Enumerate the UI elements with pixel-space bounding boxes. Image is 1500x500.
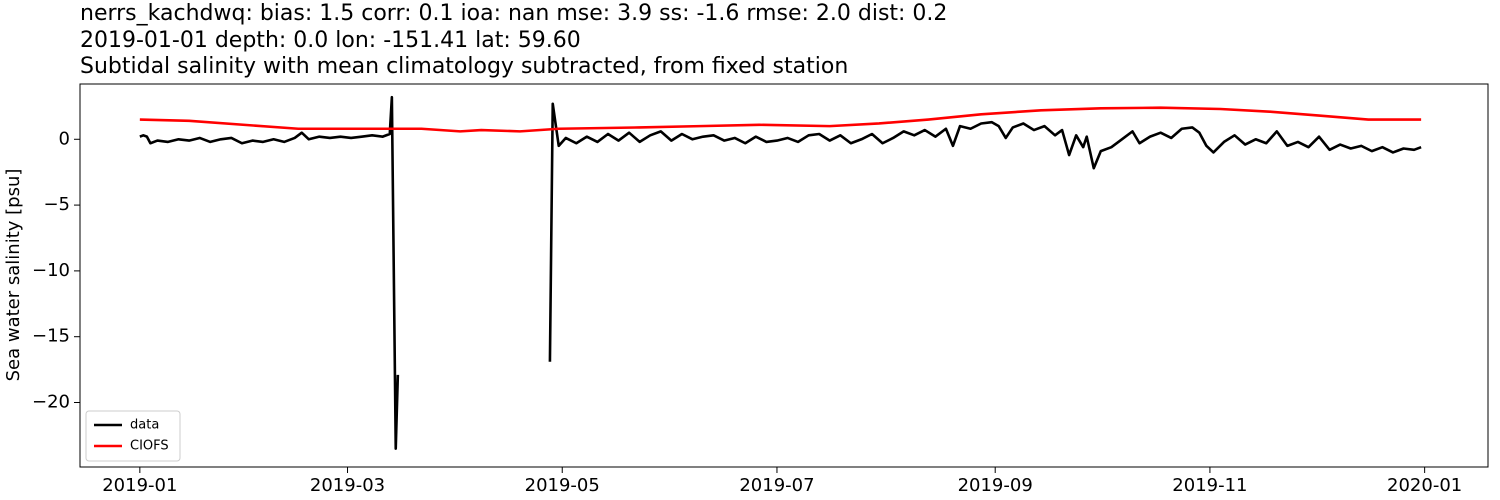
- chart-title: 2019-01-01 depth: 0.0 lon: -151.41 lat: …: [80, 28, 581, 53]
- y-axis-label: Sea water salinity [psu]: [3, 169, 24, 382]
- series-line: [139, 95, 1422, 450]
- plot-frame: [79, 83, 1489, 468]
- legend-label: data: [130, 418, 159, 433]
- y-tick-label: −5: [43, 194, 70, 215]
- y-tick-label: −15: [32, 326, 70, 347]
- x-tick-label: 2019-11: [1172, 475, 1247, 496]
- legend-label: CIOFS: [130, 439, 169, 454]
- x-tick-label: 2019-09: [958, 475, 1033, 496]
- legend-box: [85, 410, 181, 462]
- chart-title: nerrs_kachdwq: bias: 1.5 corr: 0.1 ioa: …: [80, 1, 947, 26]
- series-line: [139, 106, 1422, 133]
- x-tick-label: 2019-01: [102, 475, 177, 496]
- x-tick-label: 2019-05: [525, 475, 600, 496]
- x-tick-label: 2019-03: [310, 475, 385, 496]
- y-tick-label: −10: [32, 260, 70, 281]
- y-tick-label: −20: [32, 392, 70, 413]
- chart-title: Subtidal salinity with mean climatology …: [80, 54, 848, 79]
- y-tick-label: 0: [59, 128, 70, 149]
- x-tick-label: 2020-01: [1387, 475, 1462, 496]
- x-tick-label: 2019-07: [739, 475, 814, 496]
